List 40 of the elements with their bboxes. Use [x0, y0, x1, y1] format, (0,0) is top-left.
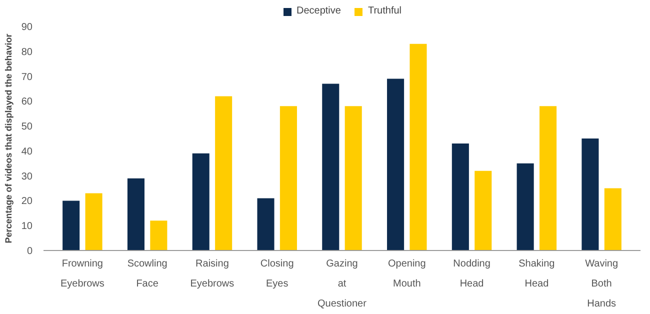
bar	[604, 188, 622, 250]
y-tick-label: 80	[21, 46, 33, 58]
y-tick-label: 50	[21, 122, 33, 133]
bar	[344, 106, 362, 250]
bar	[387, 78, 404, 250]
y-tick-label: 90	[21, 22, 33, 33]
y-tick-label: 0	[26, 246, 33, 257]
bar	[280, 106, 297, 250]
legend-label: Truthful	[368, 6, 402, 16]
category-label: Raising Eyebrows	[190, 258, 234, 290]
category-label: Waving Both Hands	[585, 258, 618, 310]
category-label: Gazing at Questioner	[318, 258, 366, 310]
legend-label: Deceptive	[296, 6, 341, 16]
category-label: Shaking Head	[518, 258, 555, 290]
y-tick-label: 20	[21, 196, 33, 208]
y-tick-label: 40	[21, 146, 33, 158]
bar	[127, 178, 144, 250]
bar	[192, 153, 210, 250]
y-tick-label: 60	[21, 96, 33, 108]
bar	[452, 143, 469, 250]
bar	[215, 96, 232, 250]
bar	[62, 200, 80, 250]
y-axis-title: Percentage of videos that displayed the behavior	[3, 33, 14, 244]
category-label: Scowling Face	[127, 258, 168, 290]
bar	[410, 44, 427, 250]
bar	[540, 106, 557, 250]
y-tick-label: 30	[21, 171, 33, 182]
bar	[150, 220, 168, 250]
y-tick-label: 10	[21, 221, 33, 232]
category-label: Frowning Eyebrows	[60, 258, 104, 290]
category-label: Closing Eyes	[260, 258, 294, 290]
bar	[257, 198, 274, 250]
bar	[474, 170, 492, 250]
bar	[582, 138, 599, 250]
bar	[322, 84, 340, 250]
y-tick-label: 70	[21, 72, 33, 83]
category-label: Opening Mouth	[388, 258, 426, 290]
category-label: Nodding Head	[453, 258, 490, 290]
bar	[85, 193, 102, 250]
bar	[516, 163, 534, 250]
